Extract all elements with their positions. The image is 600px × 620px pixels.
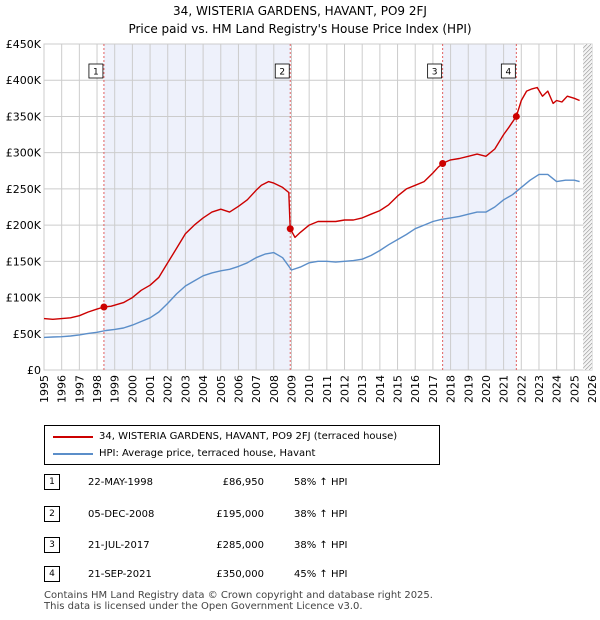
x-tick-label: 2009 <box>285 375 298 403</box>
y-tick-label: £50K <box>13 328 42 341</box>
transaction-row: 4 21-SEP-2021 £350,000 45% ↑ HPI <box>44 566 584 584</box>
footer-licence: This data is licensed under the Open Gov… <box>44 601 363 612</box>
x-tick-label: 2006 <box>232 375 245 403</box>
x-tick-label: 2021 <box>498 375 511 403</box>
forecast-region <box>583 44 592 370</box>
x-tick-label: 2022 <box>515 375 528 403</box>
sale-point <box>286 225 294 233</box>
legend: 34, WISTERIA GARDENS, HAVANT, PO9 2FJ (t… <box>44 425 440 465</box>
x-tick-label: 2010 <box>303 375 316 403</box>
x-tick-label: 2012 <box>339 375 352 403</box>
sale-label-box <box>427 63 443 79</box>
transaction-price: £285,000 <box>216 540 264 551</box>
footer-copyright: Contains HM Land Registry data © Crown c… <box>44 590 433 601</box>
x-tick-label: 2013 <box>356 375 369 403</box>
transaction-number: 1 <box>44 474 60 490</box>
hatch-line <box>583 198 593 209</box>
transaction-price: £350,000 <box>216 569 264 580</box>
x-tick-label: 2000 <box>126 375 139 403</box>
x-tick-label: 2016 <box>409 375 422 403</box>
transaction-number: 4 <box>44 566 60 582</box>
transaction-date: 21-SEP-2021 <box>88 569 152 580</box>
price-chart: 1 2 3 4 £0 £50K £100K £150K £200K £250K £300K £350… <box>6 38 599 403</box>
y-tick-label: £200K <box>6 219 42 232</box>
y-tick-label: £100K <box>6 292 42 305</box>
x-tick-label: 2017 <box>427 375 440 403</box>
y-tick-label: £350K <box>6 110 42 123</box>
y-tick-label: £0 <box>27 364 41 377</box>
transaction-date: 22-MAY-1998 <box>88 477 154 488</box>
chart-subtitle: Price paid vs. HM Land Registry's House … <box>128 22 472 36</box>
x-tick-label: 2023 <box>533 375 546 403</box>
hatch-line <box>583 314 593 325</box>
sale-label: 4 <box>505 68 511 78</box>
x-tick-label: 2026 <box>586 375 599 403</box>
transaction-row: 1 22-MAY-1998 £86,950 58% ↑ HPI <box>44 474 584 492</box>
hpi-series-line <box>43 173 580 339</box>
x-tick-label: 1996 <box>56 375 69 403</box>
sale-label-box <box>274 63 290 79</box>
x-tick-label: 2018 <box>445 375 458 403</box>
hatch-line <box>583 310 593 321</box>
y-tick-label: £250K <box>6 183 42 196</box>
sale-point <box>512 112 520 120</box>
x-tick-label: 2015 <box>392 375 405 403</box>
shaded-period <box>103 44 291 370</box>
chart-title: 34, WISTERIA GARDENS, HAVANT, PO9 2FJ <box>173 4 427 18</box>
transaction-price: £86,950 <box>222 477 264 488</box>
legend-property-swatch <box>53 436 93 438</box>
x-tick-label: 1995 <box>38 375 51 403</box>
y-tick-label: £400K <box>6 74 42 87</box>
hatch-line <box>583 202 593 213</box>
transaction-number: 3 <box>44 537 60 553</box>
x-tick-label: 2019 <box>462 375 475 403</box>
hatch-line <box>583 306 593 317</box>
transaction-hpi-change: 58% ↑ HPI <box>294 477 348 488</box>
sale-label-box <box>88 63 104 79</box>
transaction-hpi-change: 45% ↑ HPI <box>294 569 348 580</box>
sale-point <box>439 160 447 168</box>
x-tick-label: 2005 <box>215 375 228 403</box>
transaction-number: 2 <box>44 506 60 522</box>
x-tick-label: 2004 <box>197 375 210 403</box>
y-tick-label: £300K <box>6 147 42 160</box>
transaction-row: 2 05-DEC-2008 £195,000 38% ↑ HPI <box>44 506 584 524</box>
x-tick-label: 2003 <box>179 375 192 403</box>
hatch-line <box>583 94 593 105</box>
x-tick-label: 2011 <box>321 375 334 403</box>
x-tick-label: 2007 <box>250 375 263 403</box>
shaded-period <box>442 44 517 370</box>
x-tick-label: 2001 <box>144 375 157 403</box>
transaction-hpi-change: 38% ↑ HPI <box>294 540 348 551</box>
x-tick-label: 2024 <box>551 375 564 403</box>
x-tick-label: 2025 <box>568 375 581 403</box>
sale-point <box>100 303 108 311</box>
legend-hpi-swatch <box>53 453 93 455</box>
transaction-price: £195,000 <box>216 509 264 520</box>
transaction-row: 3 21-JUL-2017 £285,000 38% ↑ HPI <box>44 537 584 555</box>
x-tick-label: 1998 <box>91 375 104 403</box>
x-tick-label: 1999 <box>109 375 122 403</box>
x-tick-label: 1997 <box>73 375 86 403</box>
y-tick-label: £450K <box>6 38 42 51</box>
transaction-date: 21-JUL-2017 <box>88 540 150 551</box>
transaction-date: 05-DEC-2008 <box>88 509 155 520</box>
sale-label: 2 <box>279 68 285 78</box>
legend-property-label: 34, WISTERIA GARDENS, HAVANT, PO9 2FJ (t… <box>99 431 398 442</box>
legend-hpi-label: HPI: Average price, terraced house, Hava… <box>99 448 316 459</box>
y-tick-label: £150K <box>6 255 42 268</box>
sale-label: 1 <box>93 68 99 78</box>
x-tick-label: 2014 <box>374 375 387 403</box>
x-tick-label: 2020 <box>480 375 493 403</box>
hatch-line <box>583 90 593 101</box>
footer: Contains HM Land Registry data © Crown c… <box>44 590 433 612</box>
transaction-hpi-change: 38% ↑ HPI <box>294 509 348 520</box>
x-tick-label: 2002 <box>162 375 175 403</box>
x-tick-label: 2008 <box>268 375 281 403</box>
sale-label: 3 <box>432 68 438 78</box>
sale-label-box <box>500 63 516 79</box>
